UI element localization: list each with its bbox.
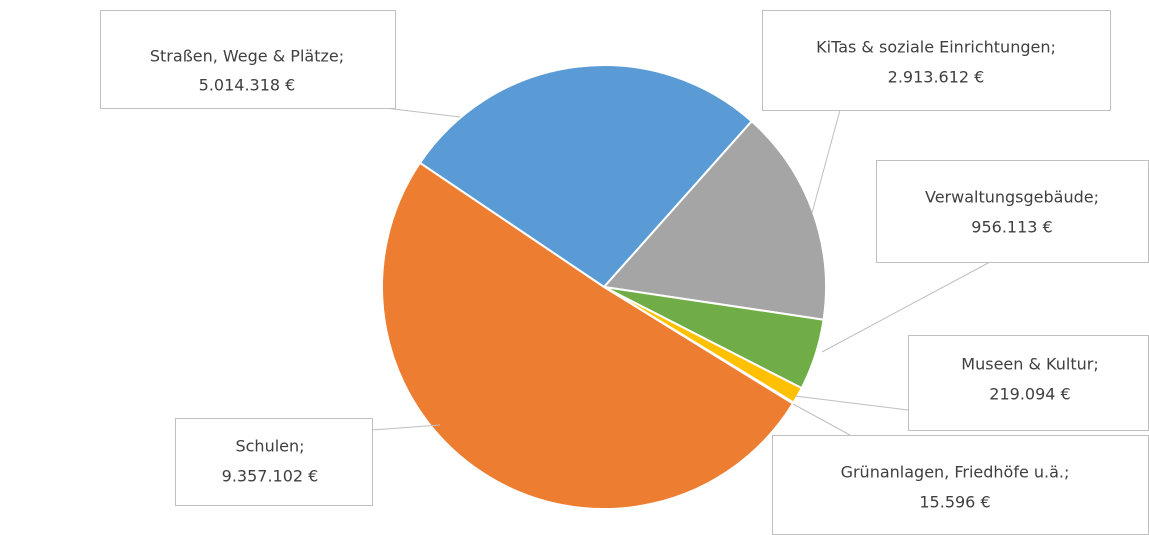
leader-line [811,109,841,214]
label-box [772,435,1149,535]
label-box [762,10,1111,111]
category-label: KiTas & soziale Einrichtungen; [816,38,1056,57]
category-label: Straßen, Wege & Plätze; [150,47,344,66]
label-box [175,418,373,506]
value-label: 219.094 € [989,385,1070,404]
leader-line [794,395,909,411]
value-label: 956.113 € [971,218,1052,237]
pie-slice [418,64,754,289]
leader-line [821,261,991,353]
label-box [908,335,1149,431]
category-label: Schulen; [235,437,304,456]
leader-line [384,107,461,118]
label-box [876,160,1149,263]
value-label: 5.014.318 € [199,76,296,95]
category-label: Museen & Kultur; [961,355,1098,374]
value-label: 2.913.612 € [888,68,985,87]
pie-slice [381,161,795,510]
leader-line [792,403,851,436]
category-label: Verwaltungsgebäude; [925,188,1099,207]
label-box [100,10,396,109]
value-label: 15.596 € [919,493,990,512]
value-label: 9.357.102 € [222,467,319,486]
leader-line [371,424,441,431]
category-label: Grünanlagen, Friedhöfe u.ä.; [841,463,1070,482]
